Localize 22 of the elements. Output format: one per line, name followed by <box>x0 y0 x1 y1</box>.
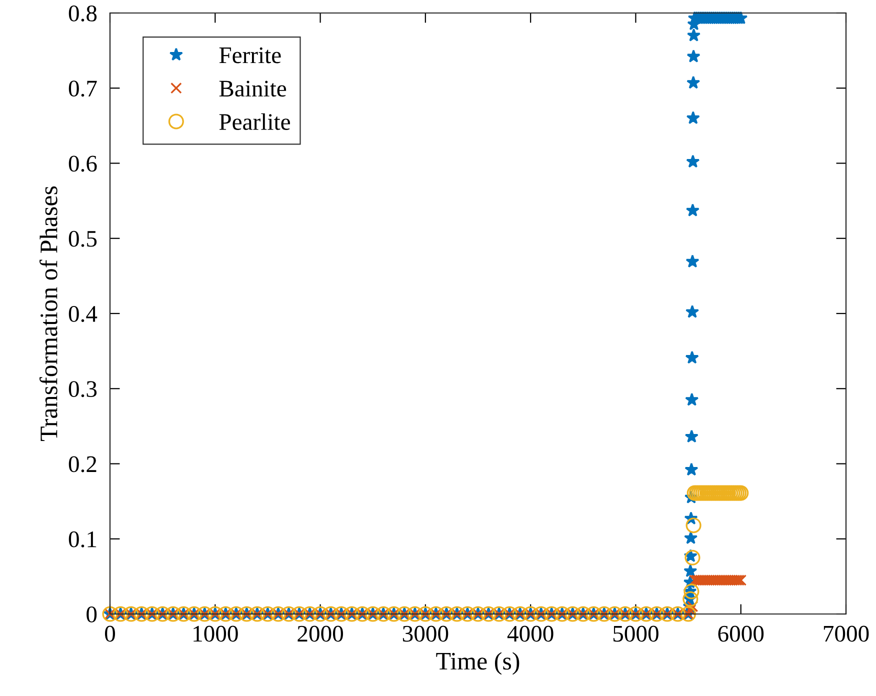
x-tick-label: 1000 <box>194 626 238 642</box>
x-tick-label: 0 <box>104 626 116 642</box>
x-tick-label: 2000 <box>298 626 343 642</box>
y-tick-label: 0.4 <box>68 306 98 322</box>
x-tick-label: 3000 <box>402 626 448 642</box>
y-tick-label: 0.8 <box>68 5 97 22</box>
x-tick-label: 6000 <box>718 626 764 642</box>
y-tick-label: 0.7 <box>68 80 97 97</box>
x-tick-label: 5000 <box>613 626 658 642</box>
y-tick-label: 0.6 <box>68 156 97 172</box>
y-tick-label: 0 <box>86 606 97 622</box>
y-tick-label: 0.5 <box>68 230 97 247</box>
y-tick-label: 0.3 <box>68 381 97 398</box>
y-tick-label: 0.1 <box>68 531 96 548</box>
legend-label: Ferrite <box>219 47 281 64</box>
x-axis-title: Time (s) <box>436 652 520 675</box>
x-tick-label: 7000 <box>824 626 869 642</box>
y-tick-label: 0.2 <box>68 456 96 472</box>
x-tick-label: 4000 <box>507 626 554 642</box>
legend-label: Bainite <box>219 80 286 97</box>
legend-label: Pearlite <box>219 113 290 130</box>
y-axis-title: Transformation of Phases <box>40 186 58 442</box>
